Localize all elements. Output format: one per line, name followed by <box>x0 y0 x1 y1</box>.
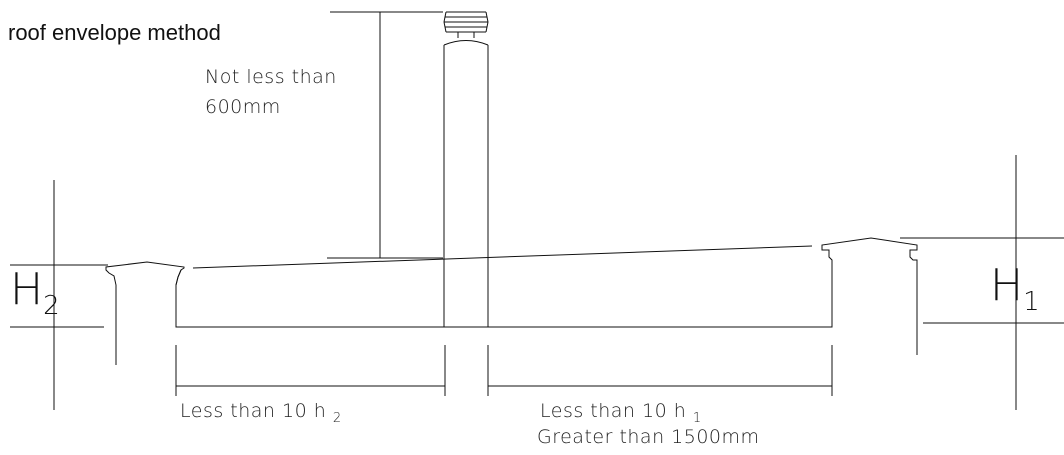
right-distance-label: Less than 10 h 1 <box>540 400 702 426</box>
roof-envelope-line <box>192 245 813 269</box>
roof-slab <box>175 237 918 355</box>
h2-label: H2 <box>10 264 60 321</box>
chimney-height-label-line1: Not less than <box>205 66 337 88</box>
h2-letter: H <box>10 264 44 315</box>
right-distance-subscript: 1 <box>692 411 702 426</box>
left-distance-subscript: 2 <box>332 411 342 426</box>
right-distance-text: Less than 10 h <box>540 400 687 422</box>
left-parapet <box>105 261 185 365</box>
chimney-height-label-line2: 600mm <box>205 96 281 118</box>
left-distance-label: Less than 10 h 2 <box>180 400 342 426</box>
h2-subscript: 2 <box>43 291 60 321</box>
h1-subscript: 1 <box>1023 287 1040 317</box>
chimney-cowl <box>443 11 489 46</box>
h1-label: H1 <box>990 260 1040 317</box>
right-min-distance-label: Greater than 1500mm <box>537 426 760 448</box>
diagram-title: roof envelope method <box>8 20 221 45</box>
h1-letter: H <box>990 260 1024 311</box>
left-distance-text: Less than 10 h <box>180 400 327 422</box>
